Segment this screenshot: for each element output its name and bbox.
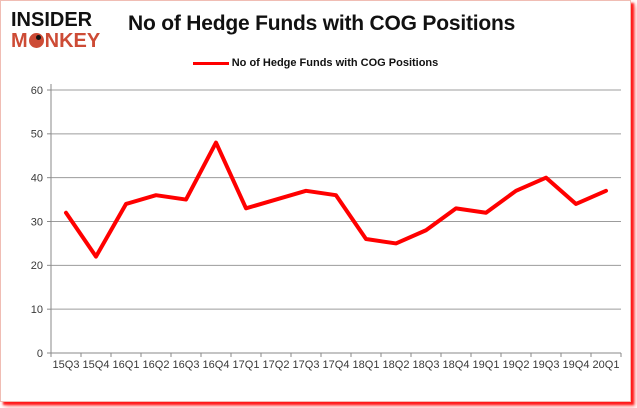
y-tick-label: 10	[31, 304, 43, 316]
y-tick-label: 30	[31, 216, 43, 228]
x-tick-label: 18Q2	[383, 359, 410, 371]
legend-label: No of Hedge Funds with COG Positions	[231, 57, 439, 69]
x-tick-label: 18Q1	[353, 359, 380, 371]
logo-monkey-m: M	[11, 30, 28, 52]
y-tick-label: 50	[31, 129, 43, 141]
x-tick-label: 16Q3	[173, 359, 200, 371]
x-tick-label: 15Q4	[83, 359, 110, 371]
x-tick-label: 19Q2	[503, 359, 530, 371]
x-tick-label: 16Q2	[143, 359, 170, 371]
monkey-face-icon	[28, 33, 44, 48]
x-tick-label: 15Q3	[53, 359, 80, 371]
x-tick-label: 17Q1	[233, 359, 260, 371]
x-tick-label: 19Q1	[473, 359, 500, 371]
insider-monkey-logo: INSIDER M NKEY	[11, 10, 100, 51]
y-tick-label: 0	[37, 348, 43, 360]
series-line	[64, 140, 608, 259]
logo-monkey-nkey: NKEY	[44, 30, 101, 52]
x-tick-label: 16Q1	[113, 359, 140, 371]
chart-frame: INSIDER M NKEY No of Hedge Funds with COG…	[0, 0, 631, 402]
x-tick-label: 18Q3	[413, 359, 440, 371]
legend: No of Hedge Funds with COG Positions	[1, 57, 630, 69]
logo-text-insider: INSIDER	[11, 9, 93, 31]
x-tick-label: 18Q4	[443, 359, 470, 371]
chart-title: No of Hedge Funds with COG Positions	[128, 12, 516, 35]
x-tick-label: 20Q1	[593, 359, 620, 371]
x-tick-label: 16Q4	[203, 359, 230, 371]
x-tick-label: 17Q4	[323, 359, 350, 371]
x-tick-label: 19Q4	[563, 359, 590, 371]
legend-line-swatch	[192, 61, 229, 65]
logo-text-monkey: M NKEY	[11, 31, 100, 51]
y-tick-label: 60	[31, 85, 43, 97]
x-tick-label: 17Q2	[263, 359, 290, 371]
x-tick-label: 17Q3	[293, 359, 320, 371]
x-tick-label: 19Q3	[533, 359, 560, 371]
monkey-eye-icon	[35, 35, 41, 40]
y-tick-label: 40	[31, 173, 43, 185]
y-tick-label: 20	[31, 260, 43, 272]
